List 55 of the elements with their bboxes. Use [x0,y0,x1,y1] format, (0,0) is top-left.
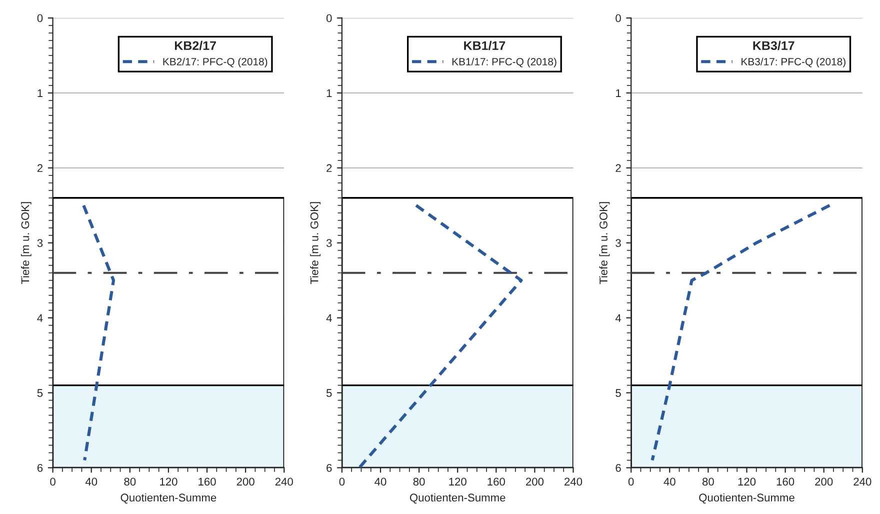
y-tick-label: 3 [616,239,621,247]
legend-title: KB3/17 [753,40,794,50]
y-axis-title: Tiefe [m u. GOK] [310,202,320,284]
x-axis-title: Quotienten-Summe [410,493,506,504]
y-tick-label: 2 [616,164,621,172]
x-tick-label: 0 [50,478,56,486]
y-tick-label: 1 [616,89,621,97]
y-tick-label: 2 [37,164,43,172]
x-tick-label: 200 [815,478,833,486]
x-tick-label: 80 [124,478,136,486]
x-tick-label: 120 [738,478,756,486]
y-tick-label: 5 [616,389,621,397]
x-tick-label: 0 [628,478,634,486]
x-tick-label: 40 [374,478,386,486]
legend-label: KB1/17: PFC-Q (2018) [452,58,556,68]
x-tick-label: 240 [564,478,582,486]
x-tick-label: 240 [854,478,872,486]
y-tick-label: 0 [37,14,43,22]
legend-title: KB2/17 [174,40,216,50]
x-axis-title: Quotienten-Summe [699,493,794,504]
x-tick-label: 120 [160,478,178,486]
x-tick-label: 0 [339,478,345,486]
y-tick-label: 2 [326,164,332,172]
x-tick-label: 200 [526,478,544,486]
legend-title: KB1/17 [464,40,506,50]
x-tick-label: 160 [198,478,216,486]
y-tick-label: 5 [37,389,43,397]
y-tick-label: 4 [37,314,43,322]
y-tick-label: 0 [616,14,621,22]
x-axis-title: Quotienten-Summe [120,493,216,504]
y-axis-title: Tiefe [m u. GOK] [599,202,610,284]
y-tick-label: 6 [37,464,43,472]
y-tick-label: 4 [615,314,622,322]
x-tick-label: 160 [776,478,794,486]
y-tick-label: 0 [326,14,332,22]
x-tick-label: 160 [488,478,505,486]
y-tick-label: 5 [326,389,332,397]
x-tick-label: 80 [702,478,714,486]
y-tick-label: 3 [37,239,43,247]
y-axis-title: Tiefe [m u. GOK] [20,202,32,284]
legend-label: KB3/17: PFC-Q (2018) [742,58,846,68]
x-tick-label: 240 [275,478,293,486]
y-tick-label: 6 [616,464,621,472]
x-tick-label: 40 [664,478,676,486]
y-tick-label: 4 [326,314,332,322]
y-tick-label: 1 [38,89,43,97]
legend-label: KB2/17: PFC-Q (2018) [163,58,268,68]
x-tick-label: 40 [85,478,98,486]
y-tick-label: 3 [326,239,332,247]
x-tick-label: 120 [449,478,466,486]
y-tick-label: 6 [326,464,332,472]
x-tick-label: 80 [413,478,425,486]
y-tick-label: 1 [326,89,332,97]
x-tick-label: 200 [236,478,254,486]
line-series [650,204,832,462]
